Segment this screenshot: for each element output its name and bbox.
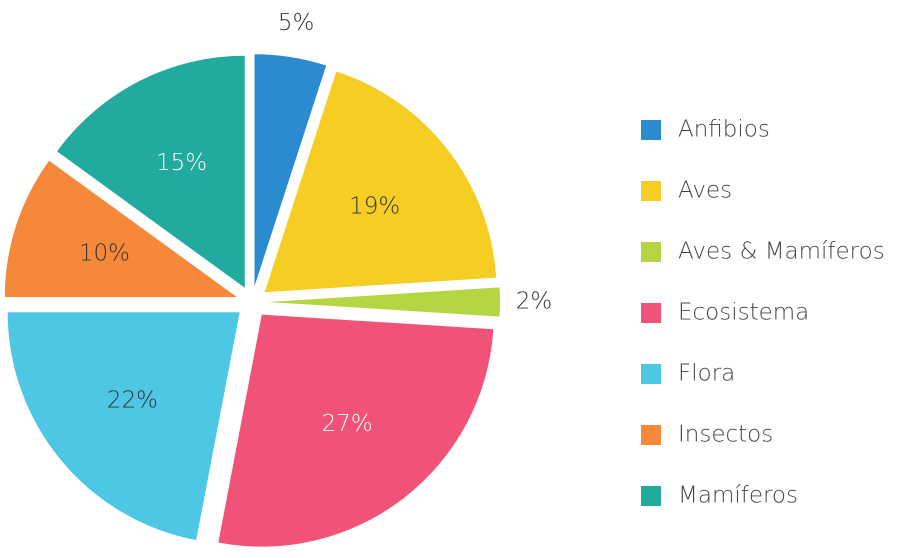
slice-label: 2%	[516, 289, 553, 315]
slice-label: 5%	[278, 10, 315, 36]
legend-label: Flora	[678, 361, 735, 387]
pie-slice	[57, 55, 245, 288]
slice-label: 19%	[349, 193, 400, 219]
pie-slice	[218, 314, 494, 547]
slice-label: 22%	[107, 387, 158, 413]
legend-swatch	[641, 242, 661, 262]
legend-label: Aves & Mamíferos	[678, 239, 885, 265]
slice-label: 15%	[156, 150, 207, 176]
legend-label: Insectos	[678, 422, 773, 448]
pie-slice	[254, 54, 327, 287]
pie-slice	[268, 287, 500, 317]
slice-label: 27%	[322, 411, 373, 437]
legend-swatch	[641, 181, 661, 201]
pie-slice	[4, 160, 237, 298]
slice-label: 10%	[79, 241, 130, 267]
legend-swatch	[641, 120, 661, 140]
legend-swatch	[641, 303, 661, 323]
legend-label: Anfibios	[678, 117, 770, 143]
pie-slice	[7, 312, 240, 541]
legend-label: Aves	[678, 178, 732, 204]
pie-slice	[264, 71, 497, 293]
legend-swatch	[641, 486, 661, 506]
legend-swatch	[641, 425, 661, 445]
legend-label: Ecosistema	[678, 300, 809, 326]
legend-label: Mamíferos	[678, 483, 798, 509]
legend-swatch	[641, 364, 661, 384]
